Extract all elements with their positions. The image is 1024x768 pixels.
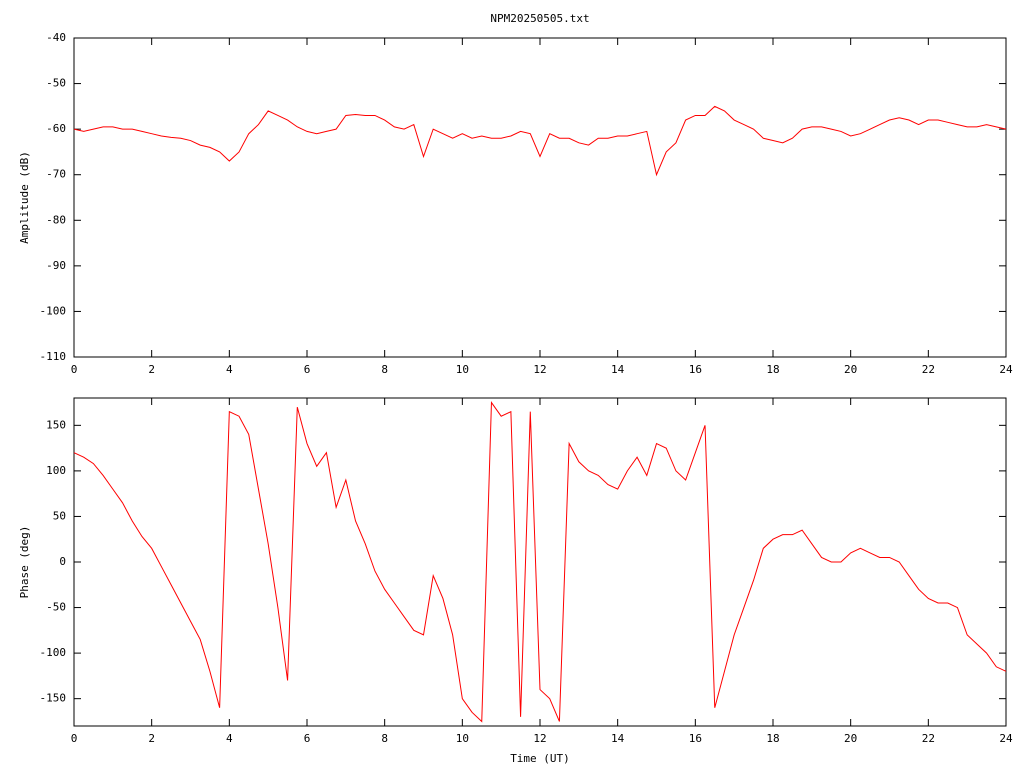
y-tick-label: -50 — [46, 601, 66, 614]
x-tick-label: 24 — [999, 363, 1013, 376]
x-tick-label: 2 — [148, 363, 155, 376]
data-line — [73, 401, 1007, 723]
x-tick-label: 12 — [533, 732, 546, 745]
y-tick-label: -100 — [40, 304, 67, 317]
chart-title: NPM20250505.txt — [490, 12, 589, 25]
y-tick-label: 50 — [53, 509, 66, 522]
x-tick-label: 18 — [766, 363, 779, 376]
x-tick-label: 10 — [456, 732, 469, 745]
x-tick-label: 8 — [381, 732, 388, 745]
x-tick-label: 0 — [71, 363, 78, 376]
y-tick-label: 0 — [59, 555, 66, 568]
y-tick-label: -40 — [46, 31, 66, 44]
y-axis-label: Amplitude (dB) — [18, 151, 31, 244]
y-tick-label: -90 — [46, 259, 66, 272]
y-tick-label: 100 — [46, 464, 66, 477]
y-tick-label: -70 — [46, 168, 66, 181]
y-tick-label: -100 — [40, 646, 67, 659]
x-tick-label: 4 — [226, 363, 233, 376]
x-tick-label: 18 — [766, 732, 779, 745]
x-tick-label: 16 — [689, 363, 702, 376]
y-tick-label: -60 — [46, 122, 66, 135]
x-tick-label: 20 — [844, 732, 857, 745]
y-axis-label: Phase (deg) — [18, 526, 31, 599]
x-tick-label: 6 — [304, 363, 311, 376]
y-tick-label: -110 — [40, 350, 67, 363]
y-tick-label: -150 — [40, 692, 67, 705]
x-tick-label: 14 — [611, 732, 625, 745]
x-tick-label: 24 — [999, 732, 1013, 745]
x-tick-label: 22 — [922, 732, 935, 745]
x-tick-label: 14 — [611, 363, 625, 376]
x-tick-label: 4 — [226, 732, 233, 745]
x-tick-label: 22 — [922, 363, 935, 376]
x-tick-label: 2 — [148, 732, 155, 745]
x-tick-label: 0 — [71, 732, 78, 745]
x-tick-label: 8 — [381, 363, 388, 376]
x-tick-label: 10 — [456, 363, 469, 376]
y-tick-label: -80 — [46, 213, 66, 226]
y-tick-label: 150 — [46, 418, 66, 431]
x-axis-label: Time (UT) — [510, 752, 570, 765]
x-tick-label: 20 — [844, 363, 857, 376]
x-tick-label: 12 — [533, 363, 546, 376]
x-tick-label: 6 — [304, 732, 311, 745]
y-tick-label: -50 — [46, 77, 66, 90]
x-tick-label: 16 — [689, 732, 702, 745]
data-line — [73, 105, 1007, 177]
